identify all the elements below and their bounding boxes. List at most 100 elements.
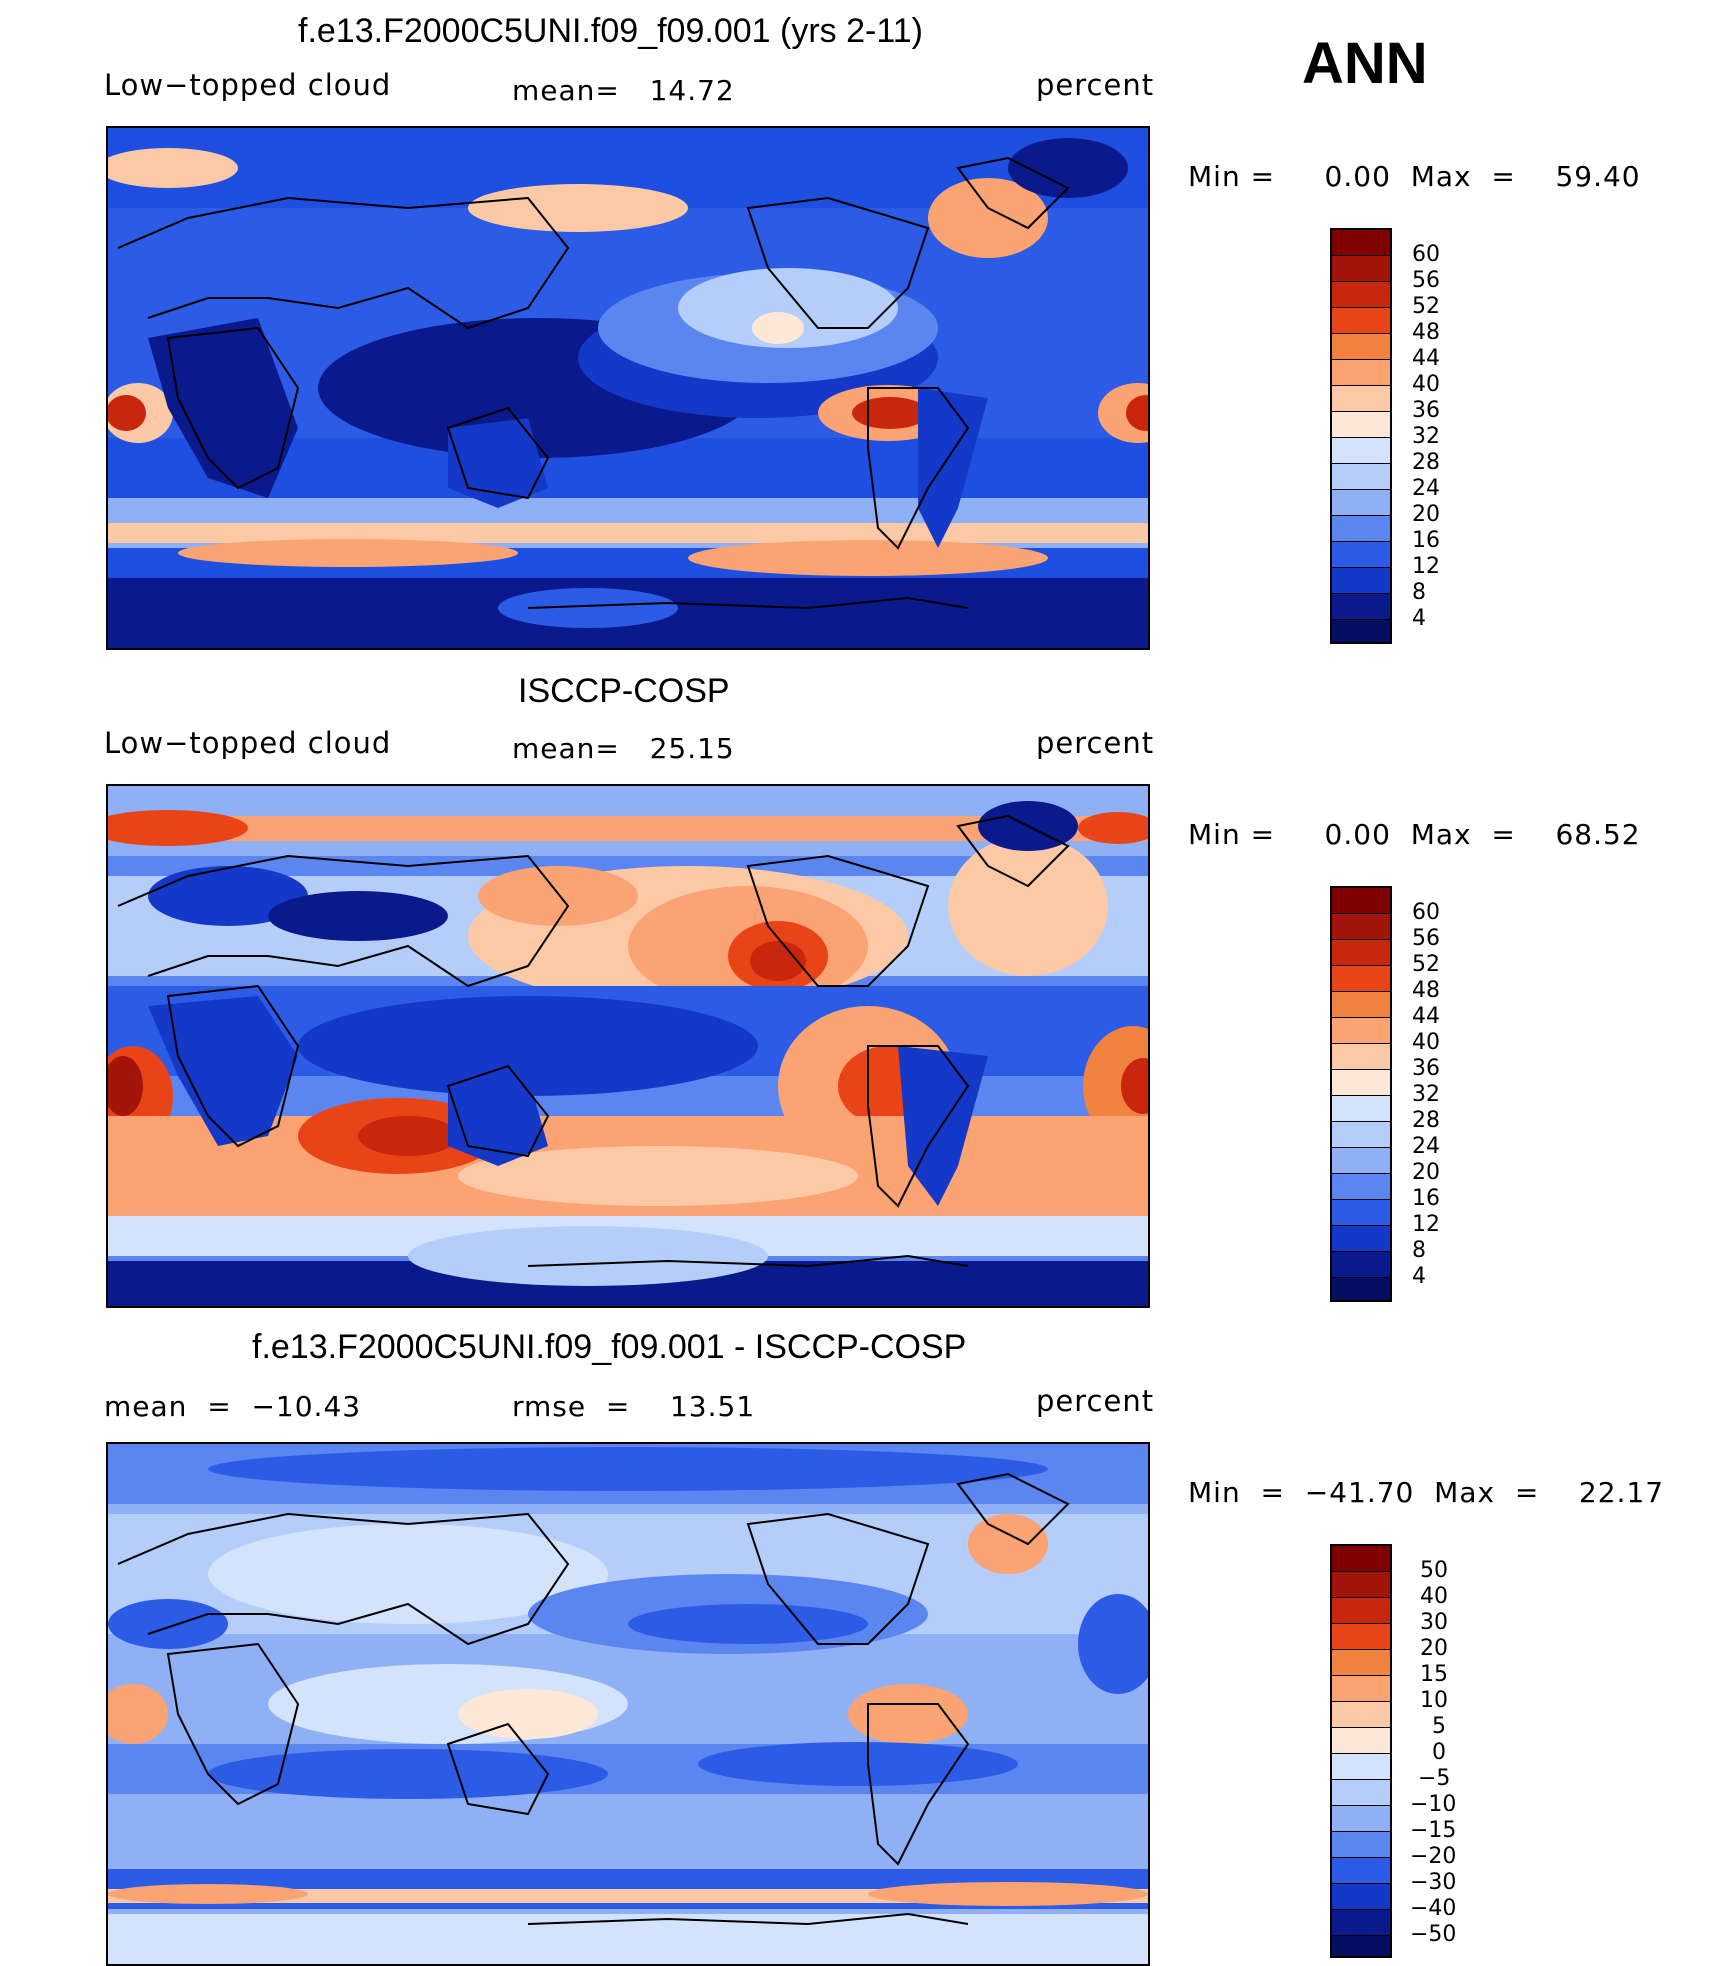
panel-3-colorbar-bin [1332, 1884, 1390, 1910]
colorbar-tick: 20 [1420, 1636, 1448, 1661]
panel-1-colorbar-bin [1332, 412, 1390, 438]
panel-1-colorbar-bin [1332, 386, 1390, 412]
colorbar-tick: 44 [1412, 1004, 1440, 1029]
panel-3-colorbar-bin [1332, 1650, 1390, 1676]
panel-2-colorbar-bin [1332, 1070, 1390, 1096]
panel-2-units-label: percent [1036, 726, 1155, 760]
colorbar-tick: 56 [1412, 926, 1440, 951]
panel-1-colorbar-bin [1332, 620, 1390, 642]
panel-2-variable-label: Low−topped cloud [104, 726, 392, 760]
colorbar-tick: 52 [1412, 952, 1440, 977]
colorbar-tick: 4 [1412, 1264, 1426, 1289]
panel-2-colorbar-bin [1332, 1148, 1390, 1174]
panel-1-colorbar [1330, 228, 1392, 644]
colorbar-tick: 16 [1412, 528, 1440, 553]
panel-2-colorbar-bin [1332, 1252, 1390, 1278]
panel-2-colorbar-bin [1332, 1096, 1390, 1122]
colorbar-tick: 8 [1412, 580, 1426, 605]
panel-2-colorbar-bin [1332, 914, 1390, 940]
panel-3-colorbar-bin [1332, 1546, 1390, 1572]
colorbar-tick: 15 [1420, 1662, 1448, 1687]
colorbar-tick: 52 [1412, 294, 1440, 319]
season-label: ANN [1302, 31, 1428, 96]
panel-3-colorbar-bin [1332, 1572, 1390, 1598]
panel-3-colorbar-bin [1332, 1624, 1390, 1650]
colorbar-tick: 20 [1412, 502, 1440, 527]
panel-1-colorbar-bin [1332, 308, 1390, 334]
colorbar-tick: 60 [1412, 242, 1440, 267]
panel-3-colorbar-bin [1332, 1702, 1390, 1728]
panel-1-min-max-label: Min = 0.00 Max = 59.40 [1188, 160, 1641, 193]
colorbar-tick: 20 [1412, 1160, 1440, 1185]
panel-1-colorbar-bin [1332, 594, 1390, 620]
panel-1-mean-label: mean= 14.72 [512, 74, 735, 107]
colorbar-tick: 50 [1420, 1558, 1448, 1583]
colorbar-tick: 48 [1412, 320, 1440, 345]
colorbar-tick: −40 [1410, 1896, 1457, 1921]
colorbar-tick: 28 [1412, 450, 1440, 475]
panel-2-colorbar-bin [1332, 940, 1390, 966]
colorbar-tick: 28 [1412, 1108, 1440, 1133]
panel-3-colorbar-bin [1332, 1676, 1390, 1702]
colorbar-tick: −10 [1410, 1792, 1457, 1817]
colorbar-tick: 36 [1412, 398, 1440, 423]
panel-2-colorbar-bin [1332, 1278, 1390, 1300]
panel-3-map-field [108, 1444, 1148, 1964]
panel-2-min-max-label: Min = 0.00 Max = 68.52 [1188, 818, 1641, 851]
panel-2-colorbar-bin [1332, 1044, 1390, 1070]
panel-1-colorbar-bin [1332, 230, 1390, 256]
colorbar-tick: 40 [1412, 1030, 1440, 1055]
panel-2-colorbar-bin [1332, 992, 1390, 1018]
panel-2-colorbar-bin [1332, 1200, 1390, 1226]
colorbar-tick: 12 [1412, 554, 1440, 579]
panel-2-colorbar-bin [1332, 1018, 1390, 1044]
panel-1-colorbar-bin [1332, 360, 1390, 386]
panel-2-colorbar-bin [1332, 1174, 1390, 1200]
colorbar-tick: 5 [1432, 1714, 1446, 1739]
panel-1-variable-label: Low−topped cloud [104, 68, 392, 102]
panel-1-colorbar-bin [1332, 542, 1390, 568]
panel-1-title: f.e13.F2000C5UNI.f09_f09.001 (yrs 2-11) [298, 12, 923, 50]
panel-3-colorbar-bin [1332, 1910, 1390, 1936]
colorbar-tick: 44 [1412, 346, 1440, 371]
panel-1-colorbar-bin [1332, 438, 1390, 464]
colorbar-tick: 8 [1412, 1238, 1426, 1263]
panel-2-colorbar-bin [1332, 1226, 1390, 1252]
panel-3-colorbar-bin [1332, 1858, 1390, 1884]
colorbar-tick: 10 [1420, 1688, 1448, 1713]
panel-3-colorbar-bin [1332, 1806, 1390, 1832]
panel-1-map [106, 126, 1150, 650]
panel-1-colorbar-bin [1332, 568, 1390, 594]
panel-3-map [106, 1442, 1150, 1966]
panel-1-colorbar-bin [1332, 464, 1390, 490]
colorbar-tick: 24 [1412, 476, 1440, 501]
panel-3-mean-label: mean = −10.43 [104, 1390, 362, 1423]
colorbar-tick: 60 [1412, 900, 1440, 925]
panel-2-map [106, 784, 1150, 1308]
colorbar-tick: 16 [1412, 1186, 1440, 1211]
panel-2-map-field [108, 786, 1148, 1306]
panel-1-colorbar-bin [1332, 490, 1390, 516]
colorbar-tick: 30 [1420, 1610, 1448, 1635]
panel-2-title: ISCCP-COSP [518, 672, 730, 710]
colorbar-tick: 0 [1432, 1740, 1446, 1765]
panel-3-colorbar-bin [1332, 1936, 1390, 1956]
panel-1-colorbar-bin [1332, 256, 1390, 282]
colorbar-tick: 40 [1420, 1584, 1448, 1609]
panel-1-map-field [108, 128, 1148, 648]
panel-3-min-max-label: Min = −41.70 Max = 22.17 [1188, 1476, 1665, 1509]
colorbar-tick: 32 [1412, 424, 1440, 449]
panel-3-colorbar-bin [1332, 1832, 1390, 1858]
panel-1-colorbar-bin [1332, 334, 1390, 360]
panel-3-colorbar-bin [1332, 1728, 1390, 1754]
panel-1-units-label: percent [1036, 68, 1155, 102]
panel-2-mean-label: mean= 25.15 [512, 732, 735, 765]
colorbar-tick: −30 [1410, 1870, 1457, 1895]
panel-3-colorbar-bin [1332, 1780, 1390, 1806]
colorbar-tick: −5 [1418, 1766, 1451, 1791]
panel-3-units-label: percent [1036, 1384, 1155, 1418]
panel-3-rmse-label: rmse = 13.51 [512, 1390, 756, 1423]
panel-2-colorbar [1330, 886, 1392, 1302]
panel-3-colorbar-bin [1332, 1598, 1390, 1624]
panel-1-colorbar-bin [1332, 516, 1390, 542]
